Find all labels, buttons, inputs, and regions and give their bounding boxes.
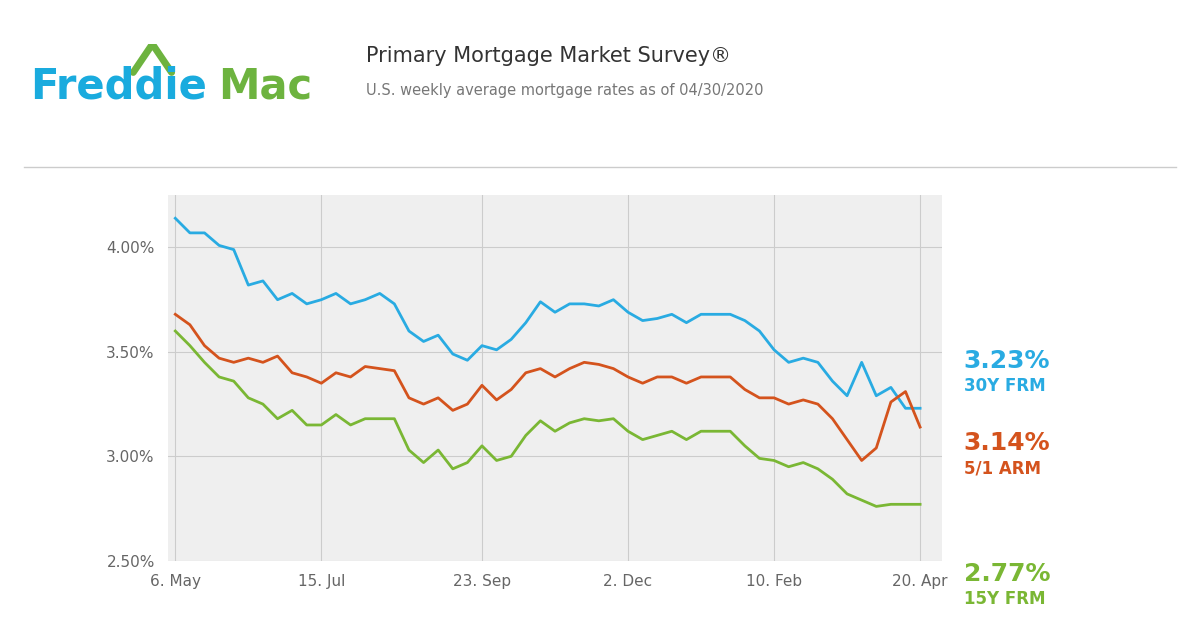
Text: Mac: Mac: [218, 65, 312, 107]
Text: 30Y FRM: 30Y FRM: [964, 377, 1045, 395]
Text: 3.23%: 3.23%: [964, 349, 1050, 373]
Text: U.S. weekly average mortgage rates as of 04/30/2020: U.S. weekly average mortgage rates as of…: [366, 83, 763, 98]
Text: 2.77%: 2.77%: [964, 561, 1050, 586]
Text: Primary Mortgage Market Survey®: Primary Mortgage Market Survey®: [366, 46, 731, 66]
Text: 15Y FRM: 15Y FRM: [964, 590, 1045, 608]
Text: Freddie: Freddie: [30, 65, 206, 107]
Text: 3.14%: 3.14%: [964, 431, 1050, 455]
Text: 5/1 ARM: 5/1 ARM: [964, 459, 1040, 477]
